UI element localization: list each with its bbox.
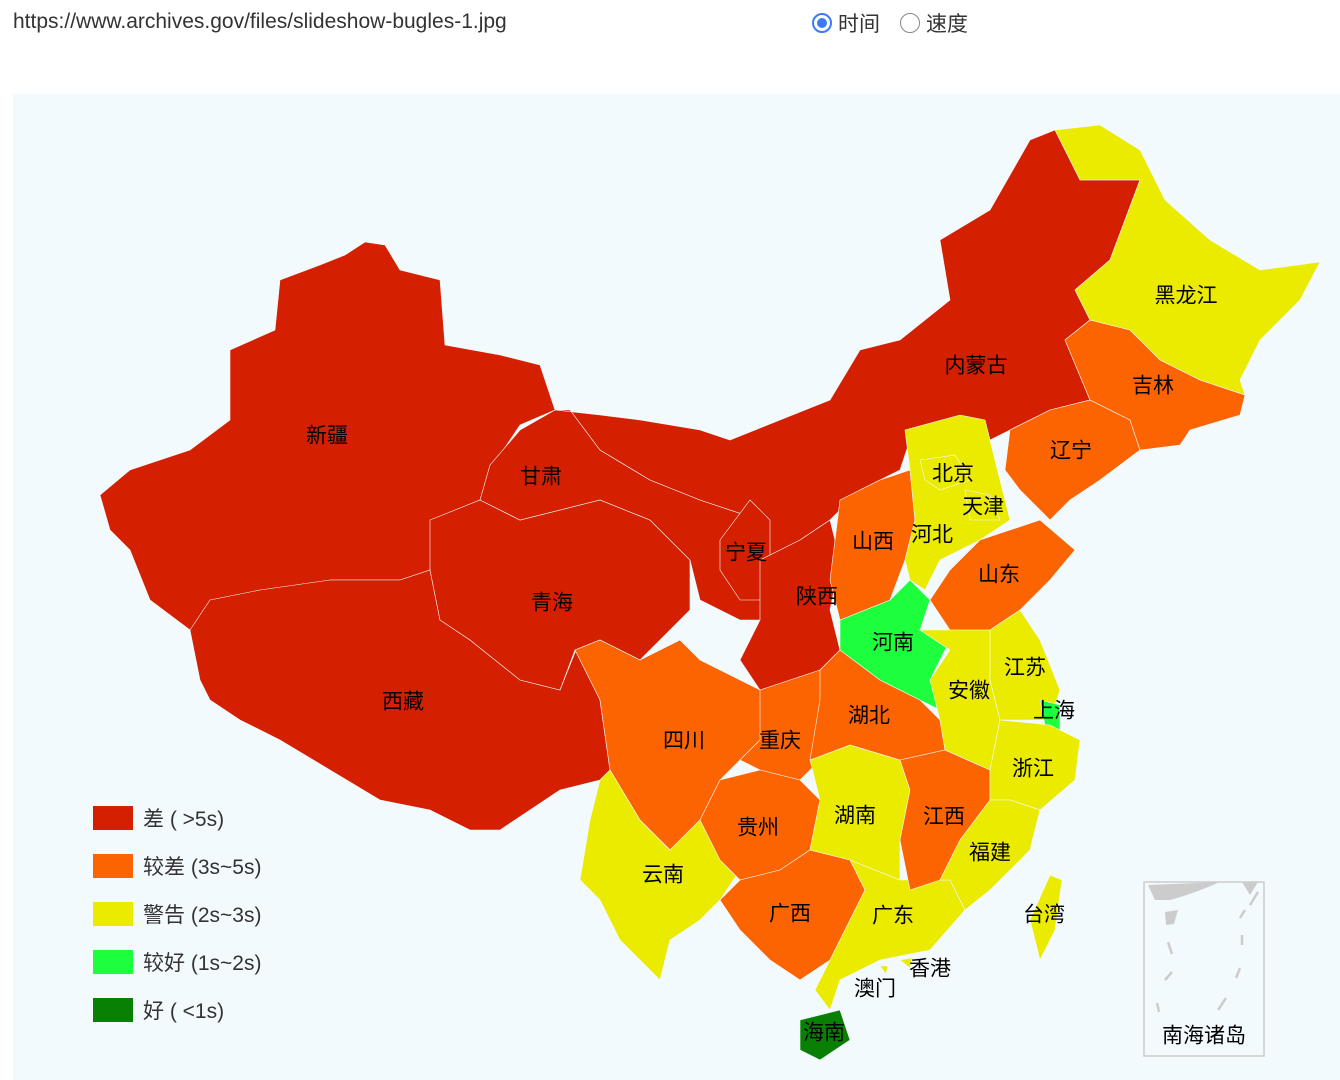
province-label: 青海 bbox=[531, 592, 573, 615]
legend-swatch bbox=[93, 854, 133, 878]
province-30[interactable] bbox=[939, 799, 1041, 911]
legend-label: 差 ( >5s) bbox=[143, 808, 225, 831]
province-label: 河南 bbox=[872, 632, 914, 655]
radio-checked-icon[interactable] bbox=[812, 13, 832, 33]
province-label: 江西 bbox=[923, 806, 965, 829]
province-label: 广东 bbox=[872, 905, 914, 928]
legend-swatch bbox=[93, 950, 133, 974]
legend-label: 较差 (3s~5s) bbox=[143, 856, 262, 879]
province-label: 新疆 bbox=[306, 425, 348, 448]
province-label: 吉林 bbox=[1132, 375, 1174, 398]
metric-radio-group: 时间 速度 bbox=[812, 8, 968, 38]
legend-item[interactable]: 较差 (3s~5s) bbox=[93, 842, 261, 890]
legend-label: 较好 (1s~2s) bbox=[143, 952, 262, 975]
legend-swatch bbox=[93, 998, 133, 1022]
province-label: 宁夏 bbox=[725, 542, 767, 565]
province-label: 澳门 bbox=[854, 978, 896, 1001]
province-label: 内蒙古 bbox=[945, 355, 1008, 378]
province-33[interactable] bbox=[879, 965, 889, 975]
province-label: 贵州 bbox=[737, 817, 779, 840]
province-label: 山东 bbox=[978, 564, 1020, 587]
province-label: 湖南 bbox=[834, 805, 876, 828]
legend-item[interactable]: 差 ( >5s) bbox=[93, 794, 261, 842]
province-label: 云南 bbox=[642, 864, 684, 887]
province-label: 甘肃 bbox=[520, 466, 562, 489]
province-label: 广西 bbox=[769, 903, 811, 926]
province-label: 香港 bbox=[909, 958, 951, 981]
province-label: 江苏 bbox=[1004, 657, 1046, 680]
radio-time-label: 时间 bbox=[838, 13, 880, 36]
province-17[interactable] bbox=[839, 579, 951, 711]
province-31[interactable] bbox=[1029, 874, 1063, 961]
province-13[interactable] bbox=[799, 1009, 851, 1061]
province-label: 湖北 bbox=[848, 705, 890, 728]
province-label: 四川 bbox=[663, 730, 705, 753]
radio-speed[interactable]: 速度 bbox=[900, 8, 968, 38]
province-label: 上海 bbox=[1033, 700, 1075, 723]
province-32[interactable] bbox=[899, 957, 913, 969]
province-label: 安徽 bbox=[948, 680, 990, 703]
province-21[interactable] bbox=[964, 489, 1001, 521]
province-label: 台湾 bbox=[1023, 904, 1065, 927]
radio-speed-label: 速度 bbox=[926, 13, 968, 36]
province-9[interactable] bbox=[579, 769, 741, 981]
province-label: 西藏 bbox=[382, 691, 424, 714]
image-url-text: https://www.archives.gov/files/slideshow… bbox=[13, 10, 507, 33]
province-20[interactable] bbox=[919, 454, 971, 491]
province-label: 海南 bbox=[803, 1022, 845, 1045]
province-label: 福建 bbox=[969, 842, 1011, 865]
province-label: 山西 bbox=[852, 531, 894, 554]
province-label: 河北 bbox=[911, 524, 953, 547]
legend-item[interactable]: 较好 (1s~2s) bbox=[93, 938, 261, 986]
province-label: 北京 bbox=[932, 463, 974, 486]
province-label: 天津 bbox=[962, 496, 1004, 519]
radio-time[interactable]: 时间 bbox=[812, 8, 880, 38]
radio-unchecked-icon[interactable] bbox=[900, 13, 920, 33]
province-25[interactable] bbox=[1054, 124, 1321, 396]
province-label: 陕西 bbox=[796, 586, 838, 609]
legend-item[interactable]: 好 ( <1s) bbox=[93, 986, 261, 1034]
inset-label: 南海诸岛 bbox=[1162, 1025, 1246, 1048]
legend-label: 警告 (2s~3s) bbox=[143, 904, 262, 927]
province-23[interactable] bbox=[1004, 399, 1141, 521]
legend-label: 好 ( <1s) bbox=[143, 1000, 225, 1023]
province-label: 辽宁 bbox=[1050, 440, 1092, 463]
legend: 差 ( >5s) 较差 (3s~5s) 警告 (2s~3s) 较好 (1s~2s) 好 … bbox=[93, 794, 261, 1034]
province-label: 黑龙江 bbox=[1155, 285, 1218, 308]
legend-swatch bbox=[93, 902, 133, 926]
legend-item[interactable]: 警告 (2s~3s) bbox=[93, 890, 261, 938]
south-china-sea-inset: 南海诸岛 bbox=[1143, 881, 1265, 1057]
legend-swatch bbox=[93, 806, 133, 830]
province-label: 重庆 bbox=[759, 730, 801, 753]
province-label: 浙江 bbox=[1012, 758, 1054, 781]
